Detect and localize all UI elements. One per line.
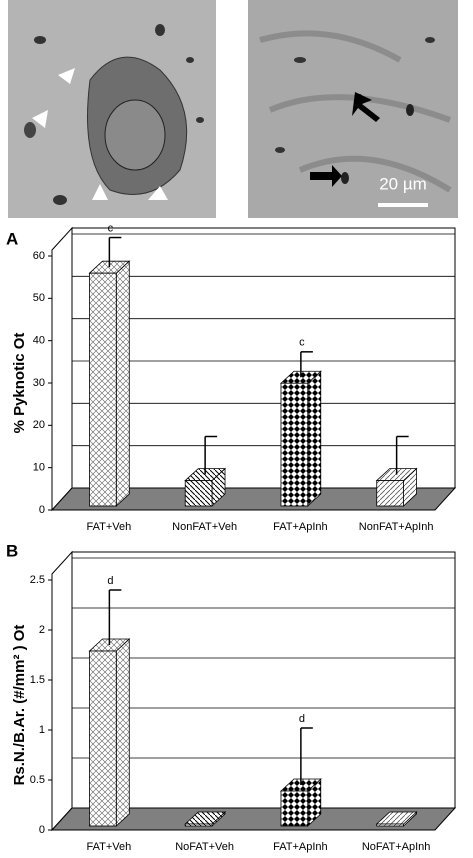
bar-front <box>376 480 404 507</box>
bar-side <box>115 638 130 827</box>
x-tick-label: NonFAT+Veh <box>172 521 237 533</box>
y-tick-label: 10 <box>33 462 45 474</box>
y-tick-label: 30 <box>33 377 45 389</box>
bar-front <box>89 650 117 827</box>
y-tick-label: 50 <box>33 292 45 304</box>
error-bar <box>204 435 218 475</box>
back-wall <box>71 551 456 809</box>
y-tick-label: 2.5 <box>30 574 45 586</box>
bar <box>279 370 322 507</box>
y-tick-label: 0 <box>39 504 45 516</box>
bar <box>184 811 227 827</box>
x-tick-label: FAT+Veh <box>87 841 132 853</box>
x-tick-label: NoFAT+ApInh <box>362 841 431 853</box>
bar-front <box>89 272 117 507</box>
back-wall <box>71 227 456 489</box>
bar <box>375 811 418 827</box>
error-bar <box>300 351 313 378</box>
x-tick-label: NonFAT+ApInh <box>359 521 434 533</box>
error-bar <box>108 236 122 268</box>
x-tick-label: NoFAT+Veh <box>175 841 234 853</box>
bar-front <box>184 823 213 827</box>
significance-label: c <box>299 337 305 349</box>
y-tick-label: 1 <box>39 724 45 736</box>
bar <box>88 638 131 827</box>
x-tick-label: FAT+ApInh <box>273 841 328 853</box>
y-tick-label: 0.5 <box>30 774 45 786</box>
bar-side <box>307 370 322 507</box>
y-tick-label: 60 <box>33 250 45 262</box>
bar-front <box>280 382 309 507</box>
error-bar <box>300 727 313 785</box>
panel-label: B <box>6 541 18 560</box>
significance-label: c <box>108 222 114 234</box>
significance-label: d <box>107 575 113 587</box>
error-bar <box>395 435 409 475</box>
micrograph-left <box>8 0 216 218</box>
y-axis-label: % Pyknotic Ot <box>11 333 28 434</box>
x-tick-label: FAT+ApInh <box>273 521 328 533</box>
bar <box>88 260 131 507</box>
bar-front <box>184 480 213 507</box>
side-wall <box>51 226 73 512</box>
y-tick-label: 0 <box>39 824 45 836</box>
error-bar <box>108 589 122 645</box>
bar <box>279 778 322 827</box>
y-tick-label: 2 <box>39 624 45 636</box>
bar-front <box>280 790 309 827</box>
panel-label: A <box>6 229 18 248</box>
micrograph-right: 20 µm <box>248 0 458 218</box>
side-wall <box>51 550 73 832</box>
bar-front <box>376 823 404 827</box>
y-axis-label: Rs.N./B.Ar. (#/mm² ) Ot <box>11 625 28 786</box>
significance-label: d <box>299 713 305 725</box>
y-tick-label: 20 <box>33 419 45 431</box>
x-tick-label: FAT+Veh <box>87 521 132 533</box>
y-tick-label: 40 <box>33 335 45 347</box>
bar-side <box>115 260 130 507</box>
y-tick-label: 1.5 <box>30 674 45 686</box>
scale-bar-label: 20 µm <box>379 174 427 193</box>
